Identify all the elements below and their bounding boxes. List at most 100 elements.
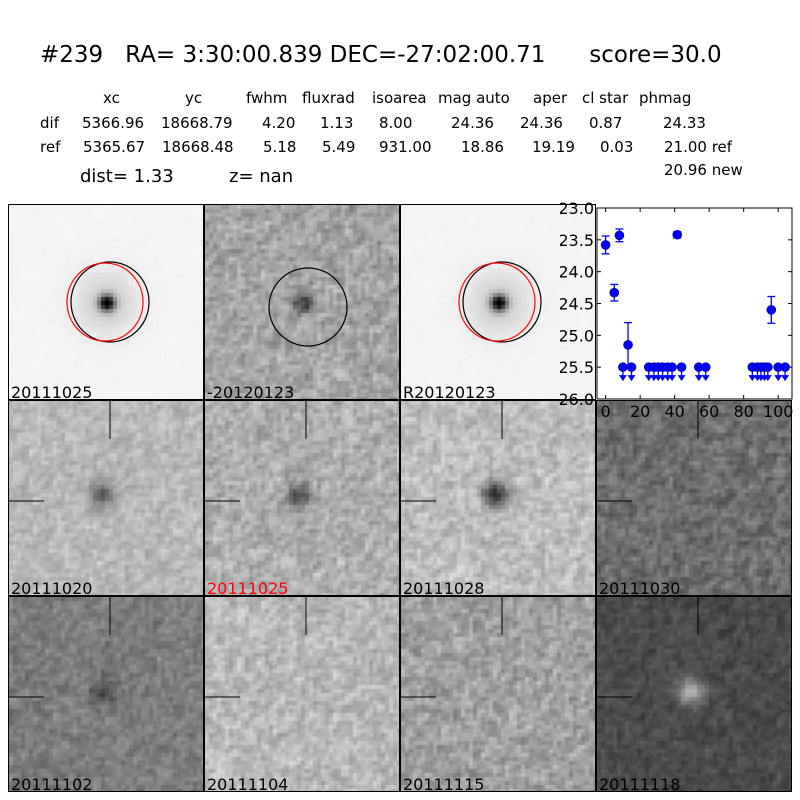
table-cell: 5365.67 — [83, 138, 146, 156]
table-cell: 24.36 — [520, 114, 563, 132]
data-point — [623, 340, 633, 350]
stamp-image — [401, 597, 595, 791]
upper-limit-point — [780, 362, 790, 372]
image-stamp[interactable]: 20111028 — [400, 400, 596, 596]
stamp-date-label: -20120123 — [207, 383, 295, 400]
table-cell: 931.00 — [379, 138, 432, 156]
upper-limit-arrowhead — [627, 375, 636, 382]
stamp-image — [9, 597, 203, 791]
column-header: isoarea — [372, 89, 427, 107]
y-tick-label: 25.5 — [560, 358, 594, 377]
image-stamp[interactable]: 20111025 — [8, 204, 204, 400]
data-point — [614, 230, 625, 241]
data-point — [672, 229, 683, 240]
ra-value: RA= 3:30:00.839 — [125, 42, 323, 68]
image-stamp[interactable]: R20120123 — [400, 204, 596, 400]
stamp-image — [401, 205, 595, 399]
data-point — [766, 305, 777, 315]
row-label: dif — [40, 114, 59, 132]
image-stamp[interactable]: 20111025 — [204, 400, 400, 596]
stamp-image — [9, 205, 203, 399]
stamp-date-label: 20111118 — [599, 775, 681, 792]
image-stamp[interactable]: 20111104 — [204, 596, 400, 792]
y-tick-label: 23.5 — [560, 231, 594, 250]
y-tick-label: 25.0 — [560, 326, 594, 345]
image-stamp[interactable]: 20111102 — [8, 596, 204, 792]
table-cell: 24.33 — [663, 114, 706, 132]
table-cell: 0.87 — [589, 114, 623, 132]
image-stamp[interactable]: 20111020 — [8, 400, 204, 596]
x-tick-label: 60 — [699, 402, 719, 421]
table-cell: 4.20 — [262, 114, 296, 132]
upper-limit-arrowhead — [668, 375, 677, 382]
upper-limit-arrowhead — [694, 375, 703, 382]
upper-limit-point — [676, 362, 687, 372]
column-header: cl star — [582, 89, 629, 107]
x-tick-label: 100 — [763, 402, 794, 421]
upper-limit-arrowhead — [748, 375, 757, 382]
score-value: score=30.0 — [589, 42, 722, 68]
table-cell: 18668.48 — [162, 138, 234, 156]
y-tick-label: 24.0 — [560, 263, 594, 282]
table-cell: 5366.96 — [82, 114, 145, 132]
table-cell: 5.49 — [322, 138, 356, 156]
image-stamp[interactable]: -20120123 — [204, 204, 400, 400]
upper-limit-point — [763, 362, 773, 372]
image-stamp[interactable]: 20111115 — [400, 596, 596, 792]
x-tick-label: 40 — [664, 402, 684, 421]
stamp-date-label: R20120123 — [403, 383, 496, 400]
column-header: fluxrad — [302, 89, 355, 107]
image-stamp[interactable]: 20111030 — [596, 400, 792, 596]
row-label: ref — [40, 138, 61, 156]
table-cell: 18668.79 — [161, 114, 233, 132]
column-header: xc — [103, 89, 120, 107]
column-header: phmag — [639, 89, 692, 107]
table-cell: 21.00 ref — [664, 138, 733, 156]
z-value: z= nan — [229, 166, 294, 187]
table-cell: 18.86 — [461, 138, 504, 156]
table-cell: 1.13 — [320, 114, 354, 132]
upper-limit-point — [626, 362, 637, 372]
upper-limit-arrowhead — [774, 375, 783, 382]
stamp-date-label: 20111115 — [403, 775, 485, 792]
stamp-image — [205, 401, 399, 595]
stamp-image — [597, 401, 791, 595]
column-header: yc — [185, 89, 203, 107]
y-tick-label: 26.0 — [560, 390, 594, 409]
stamp-date-label: 20111020 — [11, 579, 93, 596]
y-tick-label: 24.5 — [560, 295, 594, 314]
stamp-date-label: 20111025 — [11, 383, 93, 400]
stamp-image — [205, 597, 399, 791]
x-tick-label: 0 — [601, 402, 611, 421]
dist-value: dist= 1.33 — [80, 166, 174, 187]
lightcurve-chart: 23.0 23.5 24.0 24.5 25.0 25.5 26.0 0 20 40 60 80 100 — [560, 199, 794, 421]
stamp-date-label: 20111028 — [403, 579, 485, 596]
upper-limit-arrowhead — [781, 375, 790, 382]
upper-limit-arrowhead — [701, 375, 710, 382]
stamp-date-label: 20111104 — [207, 775, 289, 792]
upper-limit-arrowhead — [644, 375, 653, 382]
upper-limit-arrowhead — [658, 375, 667, 382]
table-cell: 24.36 — [451, 114, 494, 132]
data-point — [600, 240, 611, 250]
column-header: aper — [533, 89, 568, 107]
stamp-image — [401, 401, 595, 595]
candidate-title: #239 RA= 3:30:00.839 DEC=-27:02:00.71 sc… — [40, 42, 722, 68]
x-tick-label: 80 — [734, 402, 754, 421]
table-cell: 8.00 — [379, 114, 413, 132]
stamp-image — [597, 597, 791, 791]
aperture-circle — [268, 267, 348, 347]
aperture-circle — [70, 261, 150, 343]
upper-limit-arrowhead — [677, 375, 686, 382]
column-header: mag auto — [438, 89, 510, 107]
upper-limit-arrowhead — [618, 375, 627, 382]
image-stamp[interactable]: 20111118 — [596, 596, 792, 792]
data-point — [609, 287, 620, 298]
phmag-new: 20.96 new — [664, 161, 743, 179]
column-header: fwhm — [246, 89, 288, 107]
table-cell: 19.19 — [532, 138, 575, 156]
stamp-image — [9, 401, 203, 595]
y-tick-label: 23.0 — [560, 199, 594, 218]
upper-limit-point — [700, 362, 711, 372]
upper-limit-arrowhead — [763, 375, 772, 382]
